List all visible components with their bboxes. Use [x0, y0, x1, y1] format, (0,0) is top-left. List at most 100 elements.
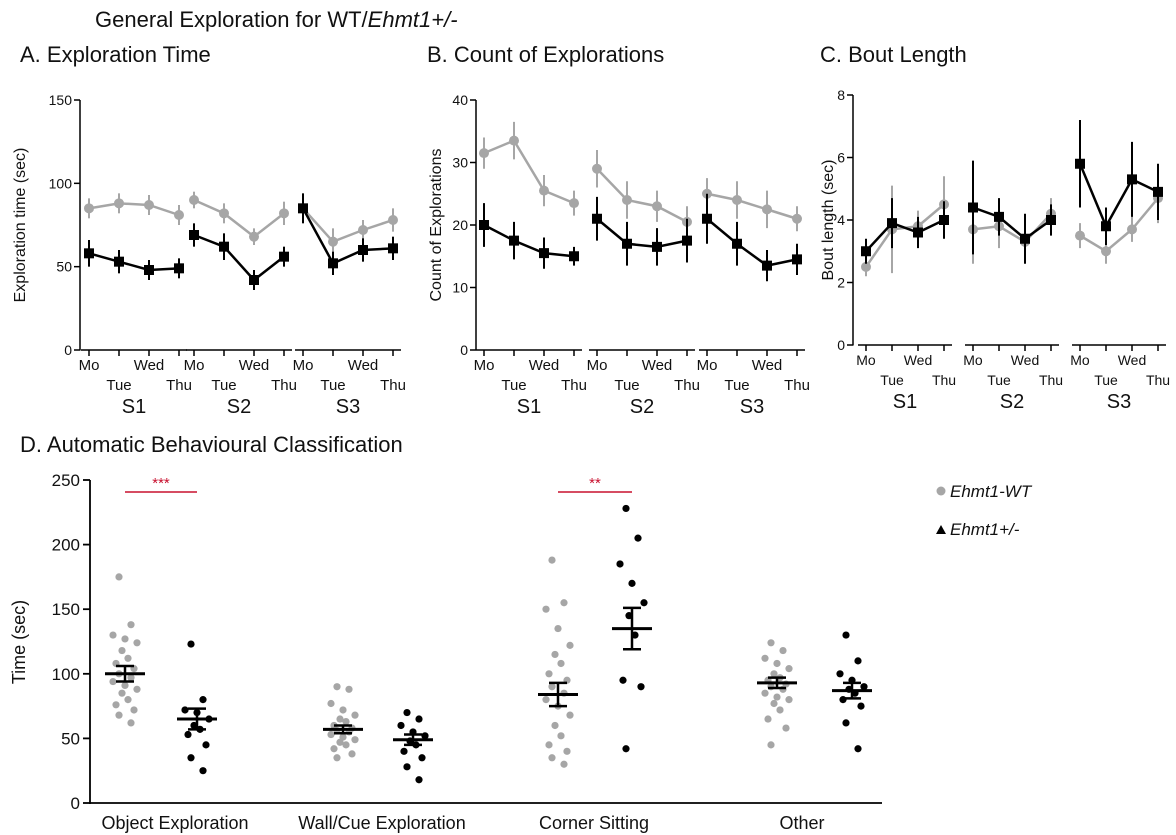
data-point-het [1046, 215, 1056, 225]
scatter-point-wt [764, 715, 772, 723]
data-point-het [887, 218, 897, 229]
x-tick-label: Tue [211, 377, 236, 394]
x-tick-label: Mo [184, 357, 205, 374]
y-tick-label: 8 [837, 87, 845, 103]
x-tick-label: Mo [474, 357, 495, 374]
scatter-point-wt [124, 696, 132, 704]
panel-c-title: C. Bout Length [820, 42, 967, 67]
data-point-wt [388, 215, 398, 225]
x-tick-label: Tue [320, 377, 345, 394]
scatter-point-het [860, 683, 868, 691]
data-point-wt [732, 195, 742, 205]
data-point-het [792, 254, 802, 265]
scatter-point-het [842, 631, 850, 639]
session-label: S2 [1000, 391, 1024, 413]
scatter-point-wt [785, 665, 793, 673]
x-tick-label: Mo [963, 352, 983, 368]
x-tick-label: Thu [1039, 372, 1063, 388]
x-tick-label: Tue [880, 372, 904, 388]
legend-het-marker [936, 525, 946, 534]
x-category-label: Corner Sitting [539, 813, 649, 833]
series-line-wt [972, 212, 1052, 244]
data-point-het [1101, 221, 1111, 232]
scatter-point-wt [121, 635, 129, 643]
scatter-point-wt [548, 556, 556, 564]
session-label: S3 [740, 396, 764, 418]
scatter-point-het [415, 776, 423, 784]
y-axis-label: Time (sec) [9, 600, 29, 684]
scatter-point-wt [545, 741, 553, 749]
data-point-het [592, 213, 602, 224]
scatter-point-wt [548, 754, 556, 762]
session-label: S2 [630, 396, 654, 418]
scatter-point-wt [767, 639, 775, 647]
series-line-wt [1079, 197, 1159, 253]
scatter-point-wt [124, 654, 132, 662]
session-label: S1 [517, 396, 541, 418]
data-point-het [652, 241, 662, 252]
y-tick-label: 6 [837, 150, 845, 166]
scatter-point-het [184, 730, 192, 739]
y-tick-label: 100 [52, 665, 80, 684]
scatter-point-wt [761, 689, 769, 697]
scatter-point-wt [348, 750, 356, 758]
x-tick-label: Thu [932, 372, 956, 388]
x-tick-label: Wed [134, 357, 165, 374]
panel-d-chart: 0 50 100 150 200 250 Time (sec) Object Explorat… [9, 471, 882, 833]
scatter-point-wt [351, 736, 359, 744]
scatter-point-het [622, 745, 630, 753]
scatter-point-wt [133, 685, 141, 693]
series-line-wt [88, 202, 180, 217]
data-point-het [968, 202, 978, 213]
scatter-point-het [619, 676, 627, 684]
data-point-het [539, 248, 549, 259]
data-point-wt [174, 210, 184, 220]
panel-a-title: A. Exploration Time [20, 42, 211, 67]
data-point-wt [539, 185, 549, 196]
data-point-wt [219, 208, 229, 219]
scatter-point-wt [560, 599, 568, 607]
scatter-point-wt [336, 738, 344, 746]
legend-het-label: Ehmt1+/- [950, 520, 1020, 539]
scatter-point-wt [345, 685, 353, 693]
scatter-point-wt [767, 741, 775, 749]
data-point-wt [358, 225, 368, 235]
data-point-wt [622, 195, 632, 205]
scatter-point-wt [545, 670, 553, 678]
y-tick-label: 0 [837, 337, 845, 353]
data-point-het [479, 220, 489, 230]
scatter-point-het [415, 715, 423, 723]
x-tick-label: Tue [724, 377, 749, 394]
scatter-point-wt [563, 747, 571, 755]
scatter-point-wt [776, 706, 784, 714]
data-point-het [913, 227, 923, 238]
scatter-point-het [187, 640, 195, 648]
x-tick-label: Thu [674, 377, 700, 394]
scatter-point-wt [333, 683, 341, 691]
session-label: S1 [122, 396, 146, 418]
scatter-point-wt [770, 670, 778, 678]
data-point-wt [652, 201, 662, 212]
series-line-wt [706, 192, 798, 220]
series-line-het [88, 252, 180, 272]
data-point-het [114, 256, 124, 267]
data-point-het [569, 251, 579, 262]
series-line-het [193, 233, 285, 282]
session-label: S3 [336, 396, 360, 418]
scatter-point-het [854, 745, 862, 753]
data-point-het [1127, 174, 1137, 185]
scatter-point-wt [121, 681, 129, 690]
scatter-point-wt [118, 689, 126, 697]
series-line-wt [483, 139, 575, 205]
data-point-het [1153, 186, 1163, 197]
scatter-point-het [202, 741, 210, 749]
scatter-point-wt [336, 715, 344, 723]
scatter-point-wt [761, 654, 769, 662]
series-line-het [972, 206, 1052, 241]
scatter-point-het [199, 767, 207, 775]
scatter-point-wt [566, 641, 574, 649]
significance-label: ** [589, 475, 601, 492]
x-tick-label: Tue [614, 377, 639, 394]
y-axis-label: Bout length (sec) [820, 160, 837, 281]
data-point-wt [569, 198, 579, 209]
